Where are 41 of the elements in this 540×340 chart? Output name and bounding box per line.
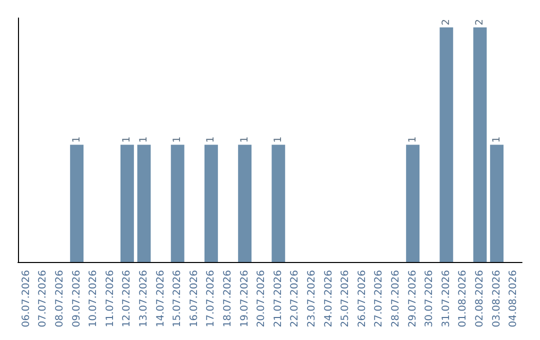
x-tick-label: 14.07.2026 (155, 270, 166, 328)
x-tick-label: 31.07.2026 (440, 270, 452, 328)
data-label: 1 (239, 136, 250, 143)
x-tick-label: 08.07.2026 (54, 270, 66, 328)
x-tick-label: 01.08.2026 (458, 270, 469, 328)
data-label: 2 (440, 19, 452, 26)
x-tick-label: 22.07.2026 (290, 270, 301, 328)
data-label: 1 (272, 136, 284, 143)
data-label: 1 (172, 136, 184, 143)
x-tick-label: 26.07.2026 (356, 270, 368, 328)
x-tick-label: 25.07.2026 (340, 270, 352, 328)
x-tick-label: 15.07.2026 (172, 270, 184, 328)
x-tick-label: 06.07.2026 (20, 270, 32, 328)
x-tick-label: 30.07.2026 (424, 270, 436, 328)
x-tick-label: 17.07.2026 (206, 270, 217, 328)
x-tick-label: 07.07.2026 (38, 270, 49, 328)
x-tick-label: 09.07.2026 (71, 270, 82, 328)
x-tick-label: 23.07.2026 (306, 270, 318, 328)
data-label: 1 (71, 136, 82, 143)
x-tick-label: 11.07.2026 (104, 270, 116, 328)
x-tick-label: 29.07.2026 (407, 270, 418, 328)
x-tick-label: 21.07.2026 (272, 270, 284, 328)
x-tick-label: 13.07.2026 (138, 270, 150, 328)
x-tick-label: 24.07.2026 (323, 270, 334, 328)
x-tick-label: 02.08.2026 (474, 270, 486, 328)
data-label: 1 (122, 136, 133, 143)
data-label: 1 (407, 136, 418, 143)
data-label: 2 (474, 19, 486, 26)
data-label: 1 (206, 136, 217, 143)
x-tick-label: 16.07.2026 (188, 270, 200, 328)
x-tick-label: 20.07.2026 (256, 270, 268, 328)
x-tick-label: 10.07.2026 (88, 270, 100, 328)
data-label: 1 (491, 136, 502, 143)
x-tick-label: 28.07.2026 (390, 270, 402, 328)
data-label: 1 (138, 136, 150, 143)
x-tick-label: 18.07.2026 (222, 270, 234, 328)
x-tick-label: 19.07.2026 (239, 270, 250, 328)
x-tick-label: 27.07.2026 (374, 270, 385, 328)
x-tick-label: 04.08.2026 (508, 270, 520, 328)
x-tick-label: 12.07.2026 (122, 270, 133, 328)
x-tick-label: 03.08.2026 (491, 270, 502, 328)
